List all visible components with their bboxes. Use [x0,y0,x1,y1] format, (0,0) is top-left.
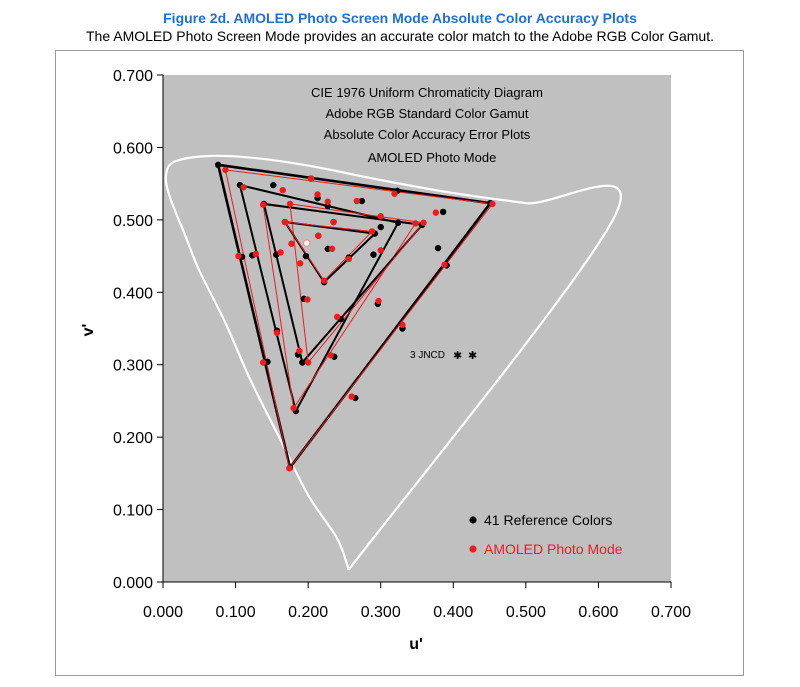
reference-ring-line [238,184,400,413]
x-tick-label: 0.600 [578,604,618,621]
measured-point [307,175,315,182]
plot-area [163,75,671,582]
reference-point [434,244,442,252]
y-tick-label: 0.700 [113,68,153,85]
measured-point [330,218,337,226]
reference-point [214,161,222,169]
measured-point [375,297,382,305]
x-tick-label: 0.000 [143,604,183,621]
figure-subtitle: The AMOLED Photo Screen Mode provides an… [86,28,714,44]
annotation-gamut: Adobe RGB Standard Color Gamut [325,106,528,121]
axis-ticks: 0.000 0.100 0.200 0.300 0.400 0.500 0.600 0.700… [113,68,691,621]
legend-label-measured: AMOLED Photo Mode [484,541,623,557]
measured-ring-line [224,169,493,469]
annotation-title: CIE 1976 Uniform Chromaticity Diagram [311,85,543,100]
measured-point [377,213,384,220]
measured-point [314,191,321,198]
y-tick-label: 0.500 [113,213,153,230]
measured-point [259,201,267,208]
measured-point [273,329,281,337]
measured-point [288,240,295,247]
y-tick-label: 0.400 [113,285,153,302]
measured-point [391,190,398,197]
measured-point [377,247,384,254]
measured-point [252,250,260,258]
y-tick-label: 0.000 [113,575,153,592]
measured-point [420,219,427,226]
measured-point [489,200,496,208]
measured-point [320,277,328,284]
y-tick-label: 0.100 [113,503,153,520]
legend: 41 Reference Colors AMOLED Photo Mode [469,512,623,557]
reference-point [394,219,402,226]
legend-marker-measured [469,545,477,553]
y-tick-label: 0.200 [113,430,153,447]
reference-ring-line [216,163,492,469]
jncd-marker-2: ✱ [468,349,477,362]
spectral-locus [164,154,622,571]
x-tick-label: 0.500 [506,604,546,621]
measured-point [353,197,360,205]
measured-point [399,321,406,329]
reference-point [439,208,447,216]
reference-ring-line [262,202,424,364]
reference-point [270,181,277,189]
measured-point [281,218,289,226]
measured-point [432,209,440,216]
annotation-error-plots: Absolute Color Accuracy Error Plots [324,127,531,142]
measured-point [315,232,322,239]
measured-point [368,228,376,235]
legend-label-reference: 41 Reference Colors [484,512,612,528]
reference-point [299,359,306,366]
measured-ring-line [289,203,425,364]
x-tick-label: 0.700 [651,604,691,621]
measured-point [296,260,304,267]
jncd-label: 3 JNCD [410,350,445,361]
measured-point [235,252,242,260]
measured-point [324,198,331,205]
measured-point [296,347,303,355]
measured-point [286,200,294,208]
measured-point [304,359,312,366]
y-tick-label: 0.600 [113,140,153,157]
x-axis-label: u' [409,636,423,653]
measured-point [348,393,355,400]
measured-point [412,220,419,227]
error-plot-lines [216,163,493,469]
x-tick-label: 0.300 [361,604,401,621]
x-tick-label: 0.100 [216,604,256,621]
reference-point [370,251,377,258]
reference-point [302,239,311,247]
measured-point [277,249,284,256]
reference-point [302,252,310,260]
measured-point [327,352,334,359]
y-tick-label: 0.300 [113,358,153,375]
reference-point [377,223,384,231]
measured-point [345,255,352,263]
measured-point [259,359,267,366]
measured-point [328,245,336,253]
measured-point [279,186,286,194]
measured-point [304,296,311,303]
y-axis-label: v' [80,324,97,337]
measured-point [333,313,341,321]
legend-marker-reference [469,516,477,524]
measured-point [441,261,448,268]
x-tick-label: 0.400 [433,604,473,621]
x-tick-label: 0.200 [288,604,328,621]
figure-title: Figure 2d. AMOLED Photo Screen Mode Abso… [163,10,637,26]
jncd-marker-1: ✱ [453,349,462,362]
measured-point [222,166,229,174]
measured-point [290,404,297,412]
reference-point [358,197,366,205]
measured-point [240,184,247,191]
data-points [214,161,496,472]
annotation-mode: AMOLED Photo Mode [368,150,497,165]
measured-point [286,465,293,472]
